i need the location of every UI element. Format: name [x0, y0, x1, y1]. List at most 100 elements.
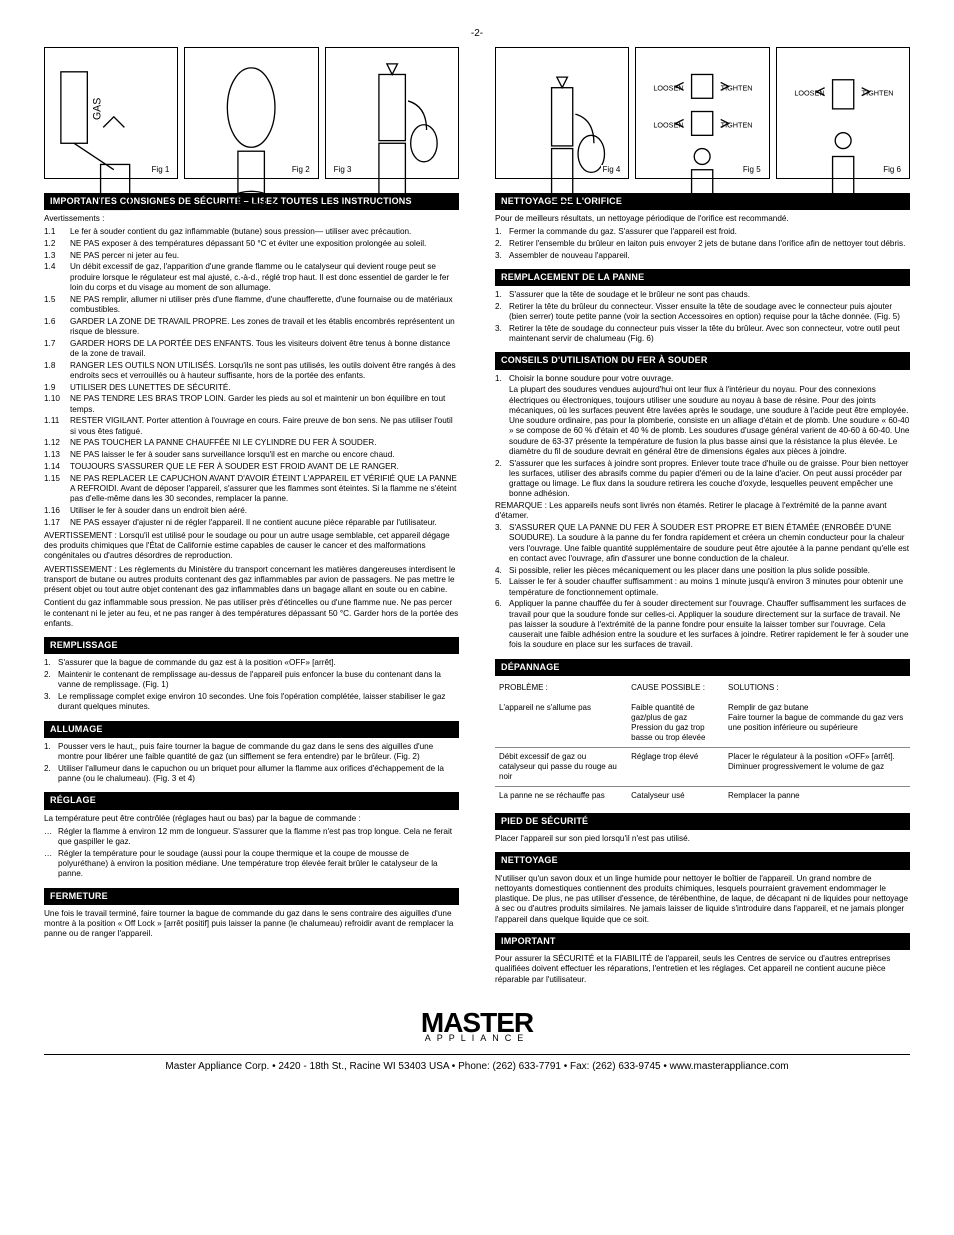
- table-row: La panne ne se réchauffe pasCatalyseur u…: [495, 786, 910, 805]
- list-item: …Régler la température pour le soudage (…: [44, 849, 459, 880]
- two-column-layout: GAS Fig 1 OFF ON Fig 2: [44, 47, 910, 988]
- list-item: 6.Appliquer la panne chauffée du fer à s…: [495, 599, 910, 650]
- list-item: 2.S'assurer que les surfaces à joindre s…: [495, 459, 910, 500]
- table-cell: Remplacer la panne: [724, 786, 910, 805]
- list-item: 3.Assembler de nouveau l'appareil.: [495, 251, 910, 261]
- fig5-label: Fig 5: [741, 165, 763, 175]
- important-text: Pour assurer la SÉCURITÉ et la FIABILITÉ…: [495, 954, 910, 985]
- right-column: Fig 4 LOOSEN TIGHTEN LOOSEN TIGHTEN: [495, 47, 910, 988]
- fig3-label: Fig 3: [332, 165, 354, 175]
- list-item: 1.5NE PAS remplir, allumer ni utiliser p…: [44, 295, 459, 316]
- list-item: 1.12NE PAS TOUCHER LA PANNE CHAUFFÉE NI …: [44, 438, 459, 448]
- adjust-list: …Régler la flamme à environ 12 mm de lon…: [44, 827, 459, 880]
- logo-text: MASTER: [44, 1010, 910, 1035]
- figure-row-left: GAS Fig 1 OFF ON Fig 2: [44, 47, 459, 179]
- list-item: 1.4Un débit excessif de gaz, l'apparitio…: [44, 262, 459, 293]
- table-cell: Catalyseur usé: [627, 786, 724, 805]
- list-item: 1.1Le fer à souder contient du gaz infla…: [44, 227, 459, 237]
- footer-text: Master Appliance Corp. • 2420 - 18th St.…: [44, 1054, 910, 1074]
- list-item: 1.13NE PAS laisser le fer à souder sans …: [44, 450, 459, 460]
- fig4-label: Fig 4: [601, 165, 623, 175]
- tips-header: CONSEILS D'UTILISATION DU FER À SOUDER: [495, 352, 910, 369]
- list-item: 1.8RANGER LES OUTILS NON UTILISÉS. Lorsq…: [44, 361, 459, 382]
- fig6-label: Fig 6: [881, 165, 903, 175]
- page-number: -2-: [44, 28, 910, 41]
- list-item: 3.Le remplissage complet exige environ 1…: [44, 692, 459, 713]
- tip-list: 1.S'assurer que la tête de soudage et le…: [495, 290, 910, 344]
- left-column: GAS Fig 1 OFF ON Fig 2: [44, 47, 459, 988]
- table-cell: La panne ne se réchauffe pas: [495, 786, 627, 805]
- transport-warning: AVERTISSEMENT : Les règlements du Minist…: [44, 565, 459, 596]
- list-item: REMARQUE : Les appareils neufs sont livr…: [495, 501, 910, 522]
- list-item: 1.2NE PAS exposer à des températures dép…: [44, 239, 459, 249]
- list-item: 1.15NE PAS REPLACER LE CAPUCHON AVANT D'…: [44, 474, 459, 505]
- orifice-list: 1.Fermer la commande du gaz. S'assurer q…: [495, 227, 910, 261]
- table-cell: Remplir de gaz butane Faire tourner la b…: [724, 699, 910, 748]
- figure-4: Fig 4: [495, 47, 629, 179]
- close-text: Une fois le travail terminé, faire tourn…: [44, 909, 459, 940]
- list-item: La plupart des soudures vendues aujourd'…: [495, 385, 910, 457]
- table-cell: Faible quantité de gaz/plus de gaz Press…: [627, 699, 724, 748]
- figure-3: Fig 3: [325, 47, 459, 179]
- ignite-list: 1.Pousser vers le haut,, puis faire tour…: [44, 742, 459, 785]
- list-item: 3.Retirer la tête de soudage du connecte…: [495, 324, 910, 345]
- table-cell: Débit excessif de gaz ou catalyseur qui …: [495, 747, 627, 786]
- tip-header: REMPLACEMENT DE LA PANNE: [495, 269, 910, 286]
- list-item: …Régler la flamme à environ 12 mm de lon…: [44, 827, 459, 848]
- gas-label: GAS: [92, 97, 104, 119]
- table-cell: L'appareil ne s'allume pas: [495, 699, 627, 748]
- table-cell: Placer le régulateur à la position «OFF»…: [724, 747, 910, 786]
- table-header: PROBLÈME :: [495, 680, 627, 699]
- warnings-list: 1.1Le fer à souder contient du gaz infla…: [44, 227, 459, 528]
- table-row: L'appareil ne s'allume pasFaible quantit…: [495, 699, 910, 748]
- adjust-intro: La température peut être contrôlée (régl…: [44, 814, 459, 824]
- clean-header: NETTOYAGE: [495, 852, 910, 869]
- list-item: 2.Utiliser l'allumeur dans le capuchon o…: [44, 764, 459, 785]
- list-item: 2.Maintenir le contenant de remplissage …: [44, 670, 459, 691]
- logo-block: MASTER APPLIANCE: [44, 1010, 910, 1044]
- important-header: IMPORTANT: [495, 933, 910, 950]
- list-item: 1.16Utiliser le fer à souder dans un end…: [44, 506, 459, 516]
- troubleshoot-table: PROBLÈME :CAUSE POSSIBLE :SOLUTIONS : L'…: [495, 680, 910, 805]
- fill-list: 1.S'assurer que la bague de commande du …: [44, 658, 459, 712]
- figure-5: LOOSEN TIGHTEN LOOSEN TIGHTEN Fig 5: [635, 47, 769, 179]
- adjust-header: RÉGLAGE: [44, 792, 459, 809]
- list-item: 1.14TOUJOURS S'ASSURER QUE LE FER À SOUD…: [44, 462, 459, 472]
- troubleshoot-header: DÉPANNAGE: [495, 659, 910, 676]
- tips-list: 1.Choisir la bonne soudure pour votre ou…: [495, 374, 910, 651]
- figure-1: GAS Fig 1: [44, 47, 178, 179]
- list-item: 1.Fermer la commande du gaz. S'assurer q…: [495, 227, 910, 237]
- list-item: 1.9UTILISER DES LUNETTES DE SÉCURITÉ.: [44, 383, 459, 393]
- list-item: 1.11RESTER VIGILANT. Porter attention à …: [44, 416, 459, 437]
- list-item: 1.Choisir la bonne soudure pour votre ou…: [495, 374, 910, 384]
- list-item: 1.7GARDER HORS DE LA PORTÉE DES ENFANTS.…: [44, 339, 459, 360]
- list-item: 1.S'assurer que la tête de soudage et le…: [495, 290, 910, 300]
- fig1-label: Fig 1: [150, 165, 172, 175]
- close-header: FERMETURE: [44, 888, 459, 905]
- list-item: 1.3NE PAS percer ni jeter au feu.: [44, 251, 459, 261]
- list-item: 2.Retirer l'ensemble du brûleur en laito…: [495, 239, 910, 249]
- list-item: 1.10NE PAS TENDRE LES BRAS TROP LOIN. Ga…: [44, 394, 459, 415]
- fig2-label: Fig 2: [290, 165, 312, 175]
- list-item: 2.Retirer la tête du brûleur du connecte…: [495, 302, 910, 323]
- list-item: 4.Si possible, relier les pièces mécaniq…: [495, 566, 910, 576]
- figure-row-right: Fig 4 LOOSEN TIGHTEN LOOSEN TIGHTEN: [495, 47, 910, 179]
- p65-warning: AVERTISSEMENT : Lorsqu'il est utilisé po…: [44, 531, 459, 562]
- table-cell: Réglage trop élevé: [627, 747, 724, 786]
- stand-text: Placer l'appareil sur son pied lorsqu'il…: [495, 834, 910, 844]
- figure-2: OFF ON Fig 2: [184, 47, 318, 179]
- ignite-header: ALLUMAGE: [44, 721, 459, 738]
- stand-header: PIED DE SÉCURITÉ: [495, 813, 910, 830]
- clean-text: N'utiliser qu'un savon doux et un linge …: [495, 874, 910, 925]
- table-header: SOLUTIONS :: [724, 680, 910, 699]
- list-item: 1.17NE PAS essayer d'ajuster ni de régle…: [44, 518, 459, 528]
- list-item: 3.S'ASSURER QUE LA PANNE DU FER À SOUDER…: [495, 523, 910, 564]
- table-header: CAUSE POSSIBLE :: [627, 680, 724, 699]
- list-item: 1.S'assurer que la bague de commande du …: [44, 658, 459, 668]
- logo-subtext: APPLIANCE: [44, 1033, 910, 1044]
- figure-6: LOOSEN TIGHTEN Fig 6: [776, 47, 910, 179]
- list-item: 1.6GARDER LA ZONE DE TRAVAIL PROPRE. Les…: [44, 317, 459, 338]
- table-row: Débit excessif de gaz ou catalyseur qui …: [495, 747, 910, 786]
- list-item: 5.Laisser le fer à souder chauffer suffi…: [495, 577, 910, 598]
- svg-text:ON: ON: [270, 201, 284, 211]
